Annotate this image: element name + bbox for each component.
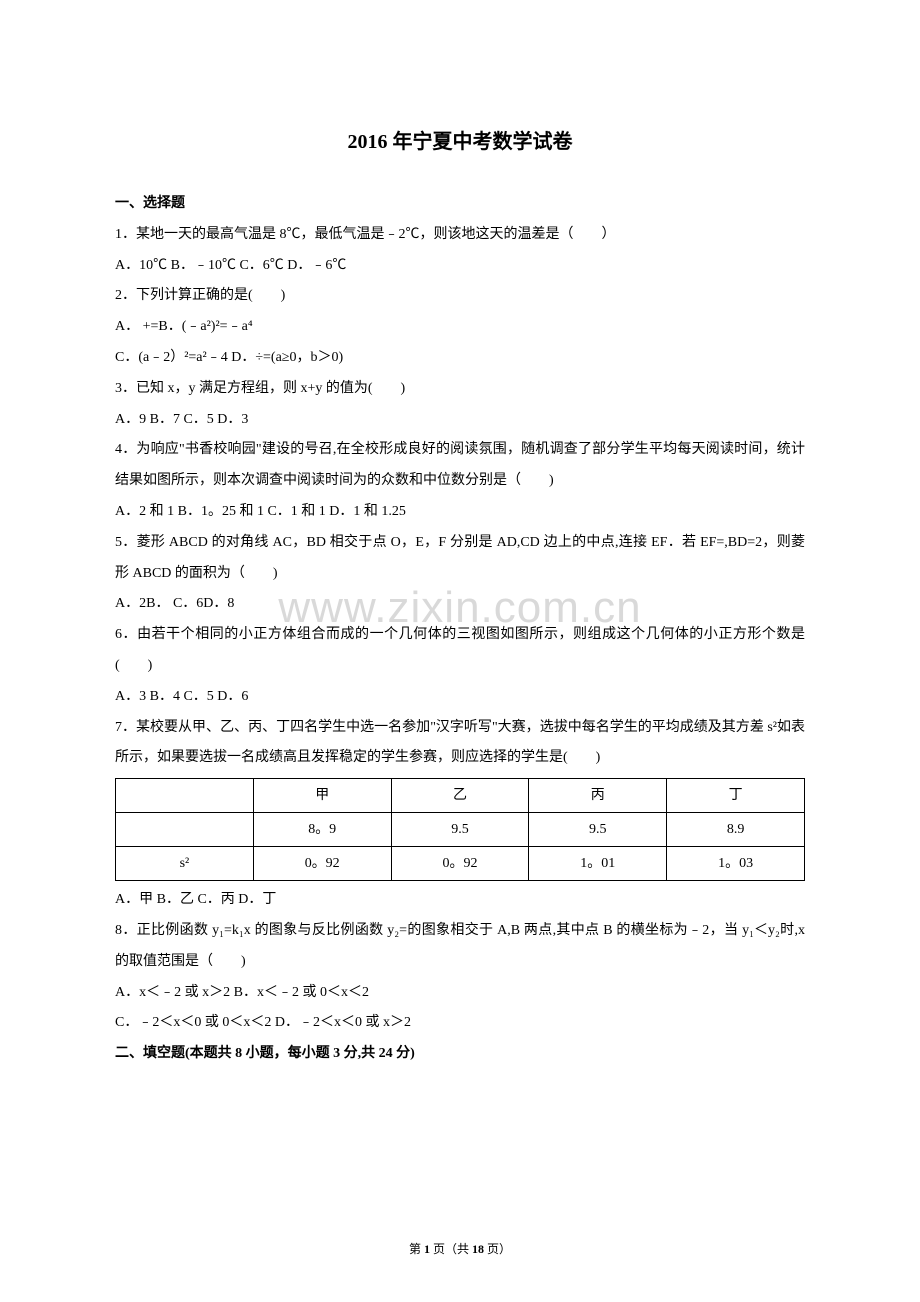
table-cell: 8.9 bbox=[667, 813, 805, 847]
question-2: 2．下列计算正确的是( ) bbox=[115, 281, 805, 312]
table-cell: 丁 bbox=[667, 779, 805, 813]
document-title: 2016 年宁夏中考数学试卷 bbox=[115, 120, 805, 164]
question-7-options: A．甲 B．乙 C．丙 D．丁 bbox=[115, 885, 805, 916]
table-cell: 乙 bbox=[391, 779, 529, 813]
table-row: 8。9 9.5 9.5 8.9 bbox=[116, 813, 805, 847]
question-8-options-c: C．﹣2＜x＜0 或 0＜x＜2 D．﹣2＜x＜0 或 x＞2 bbox=[115, 1008, 805, 1039]
question-7-table: 甲 乙 丙 丁 8。9 9.5 9.5 8.9 s² 0。92 0。92 1。0… bbox=[115, 778, 805, 881]
footer-suffix: 页） bbox=[484, 1242, 511, 1256]
question-2-options-c: C．(a﹣2）²=a²﹣4 D．÷=(a≥0，b＞0) bbox=[115, 343, 805, 374]
table-cell: 9.5 bbox=[529, 813, 667, 847]
table-cell: s² bbox=[116, 847, 254, 881]
question-4: 4．为响应"书香校响园"建设的号召,在全校形成良好的阅读氛围，随机调查了部分学生… bbox=[115, 435, 805, 497]
question-6: 6．由若干个相同的小正方体组合而成的一个几何体的三视图如图所示，则组成这个几何体… bbox=[115, 620, 805, 682]
table-cell: 0。92 bbox=[253, 847, 391, 881]
table-cell: 丙 bbox=[529, 779, 667, 813]
question-3: 3．已知 x，y 满足方程组，则 x+y 的值为( ) bbox=[115, 374, 805, 405]
question-2-options-a: A． +=B．(﹣a²)²=﹣a⁴ bbox=[115, 312, 805, 343]
table-cell bbox=[116, 779, 254, 813]
question-4-options: A．2 和 1 B．1。25 和 1 C．1 和 1 D．1 和 1.25 bbox=[115, 497, 805, 528]
footer-total: 18 bbox=[472, 1242, 484, 1256]
question-3-options: A．9 B．7 C．5 D．3 bbox=[115, 405, 805, 436]
table-cell: 1。01 bbox=[529, 847, 667, 881]
question-5: 5．菱形 ABCD 的对角线 AC，BD 相交于点 O，E，F 分别是 AD,C… bbox=[115, 528, 805, 590]
section-2-header: 二、填空题(本题共 8 小题，每小题 3 分,共 24 分) bbox=[115, 1039, 805, 1070]
footer-mid: 页（共 bbox=[430, 1242, 472, 1256]
question-1: 1．某地一天的最高气温是 8℃，最低气温是﹣2℃，则该地这天的温差是（ ） bbox=[115, 220, 805, 251]
table-cell: 1。03 bbox=[667, 847, 805, 881]
table-cell: 8。9 bbox=[253, 813, 391, 847]
footer-prefix: 第 bbox=[409, 1242, 424, 1256]
question-5-options: A．2B． C．6D．8 bbox=[115, 589, 805, 620]
table-cell: 甲 bbox=[253, 779, 391, 813]
question-1-options: A．10℃ B．﹣10℃ C．6℃ D．﹣6℃ bbox=[115, 251, 805, 282]
table-row: s² 0。92 0。92 1。01 1。03 bbox=[116, 847, 805, 881]
table-row: 甲 乙 丙 丁 bbox=[116, 779, 805, 813]
page-footer: 第 1 页（共 18 页） bbox=[0, 1236, 920, 1262]
question-8: 8．正比例函数 y₁=k₁x 的图象与反比例函数 y₂=的图象相交于 A,B 两… bbox=[115, 916, 805, 978]
question-6-options: A．3 B．4 C．5 D．6 bbox=[115, 682, 805, 713]
table-cell: 9.5 bbox=[391, 813, 529, 847]
section-1-header: 一、选择题 bbox=[115, 189, 805, 220]
table-cell bbox=[116, 813, 254, 847]
document-content: 2016 年宁夏中考数学试卷 一、选择题 1．某地一天的最高气温是 8℃，最低气… bbox=[115, 120, 805, 1070]
question-8-options-a: A．x＜﹣2 或 x＞2 B．x＜﹣2 或 0＜x＜2 bbox=[115, 978, 805, 1009]
table-cell: 0。92 bbox=[391, 847, 529, 881]
question-7: 7．某校要从甲、乙、丙、丁四名学生中选一名参加"汉字听写"大赛，选拔中每名学生的… bbox=[115, 713, 805, 775]
